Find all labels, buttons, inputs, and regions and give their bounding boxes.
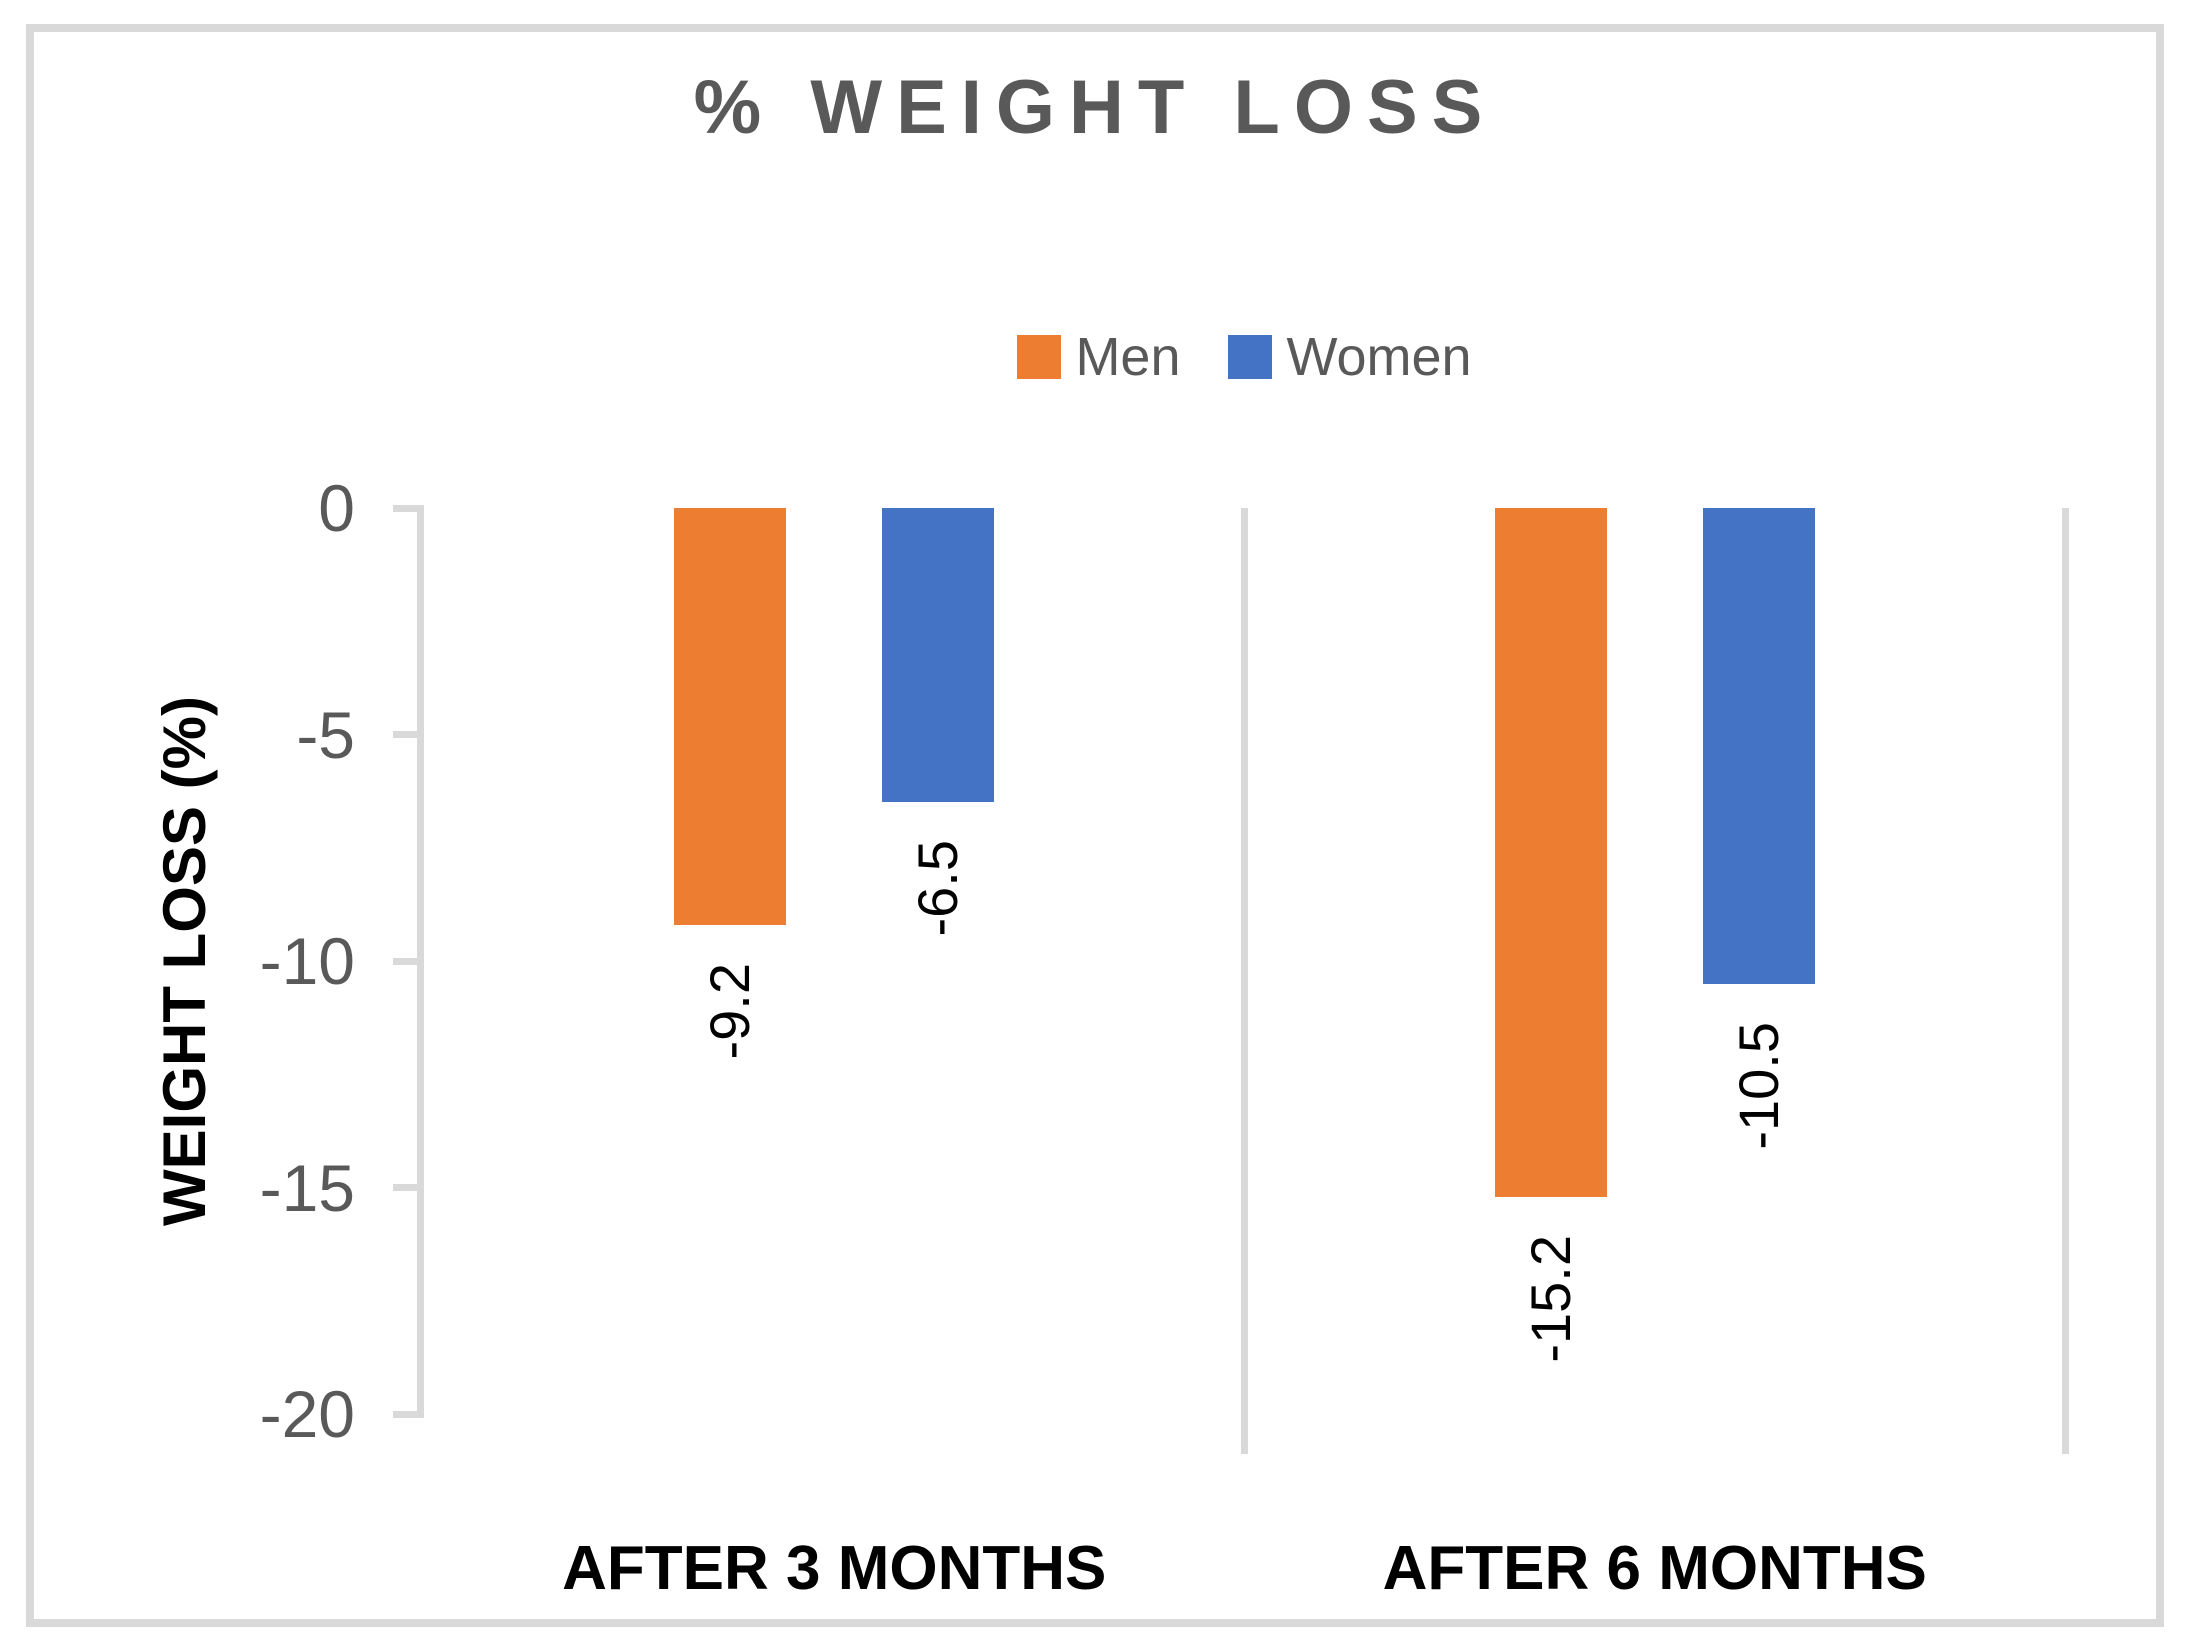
data-label-men-2: -15.2 [1518,1234,1582,1363]
legend-label: Women [1286,327,1472,387]
y-tick-label: -10 [259,924,355,998]
legend-swatch-men [1017,335,1062,379]
data-label-text: -10.5 [1726,1021,1790,1150]
data-label-text: -9.2 [698,962,762,1060]
data-label-text: -6.5 [906,840,970,937]
bar-women-2[interactable] [1702,508,1815,984]
data-label-women-1: -6.5 [906,840,970,937]
data-label-women-2: -10.5 [1726,1021,1790,1150]
y-axis-tick [393,1184,424,1191]
category-boundary-line [1241,508,1248,1454]
y-axis-tick [393,731,424,738]
legend-swatch-women [1228,335,1273,379]
chart-border [26,24,2164,1627]
bar-women-1[interactable] [882,508,995,803]
y-axis-title: WEIGHT LOSS (%) [150,508,220,1414]
y-axis-tick [393,1410,424,1418]
y-axis-title-text: WEIGHT LOSS (%) [151,696,218,1226]
y-axis-tick [393,957,424,965]
category-label-2: AFTER 6 MONTHS [1382,1534,1927,1603]
legend: Men Women [424,330,2065,384]
y-tick-label: -20 [259,1377,355,1451]
bar-men-2[interactable] [1494,508,1607,1197]
legend-item-women[interactable]: Women [1228,327,1472,387]
plot-right-boundary-line [2061,508,2069,1454]
data-label-men-1: -9.2 [698,962,762,1060]
chart-title: % WEIGHT LOSS [693,65,1497,150]
data-label-text: -15.2 [1518,1234,1582,1363]
y-axis-tick [393,504,424,512]
y-tick-label: -5 [296,697,355,772]
legend-label: Men [1075,327,1181,387]
category-label-1: AFTER 3 MONTHS [562,1534,1107,1603]
y-tick-label: -15 [259,1150,355,1225]
bar-men-1[interactable] [674,508,787,925]
legend-item-men[interactable]: Men [1017,330,1180,384]
y-tick-label: 0 [318,471,355,545]
